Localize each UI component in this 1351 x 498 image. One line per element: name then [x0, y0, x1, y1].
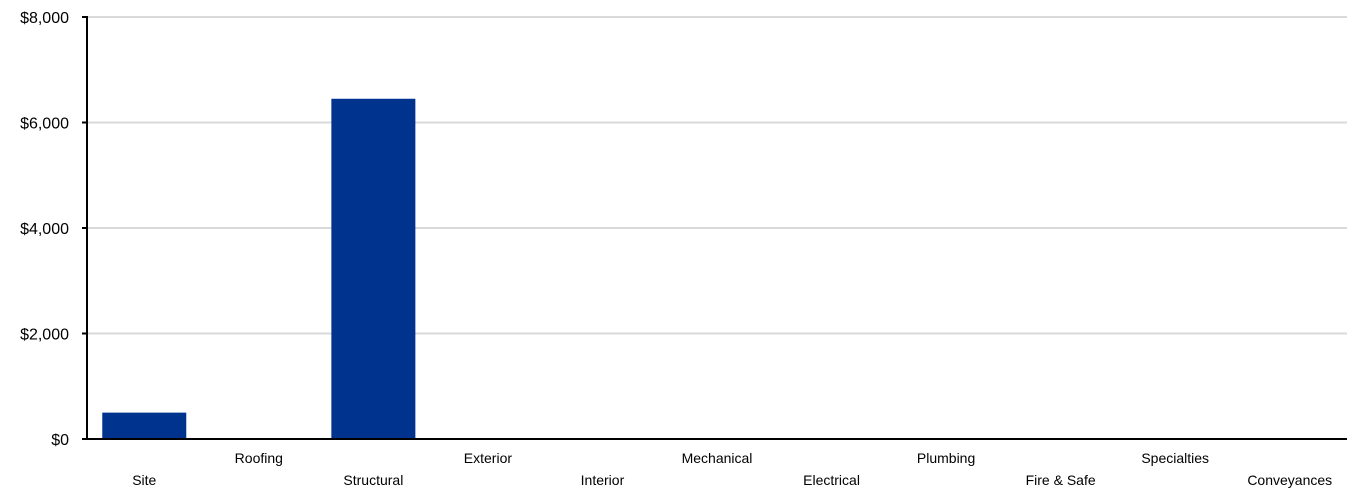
- x-tick-labels: Site Roofing Structural Exterior Interior Mec…: [132, 450, 1332, 488]
- bars: [102, 98, 416, 439]
- gridlines: [87, 16, 1347, 335]
- x-tick-label: Specialties: [1141, 450, 1209, 466]
- x-tick-label: Roofing: [235, 450, 283, 466]
- y-tick-label: $4,000: [20, 221, 69, 238]
- x-tick-label: Interior: [581, 472, 625, 488]
- y-tick-label: $8,000: [20, 10, 69, 27]
- x-tick-label: Exterior: [464, 450, 513, 466]
- bar-structural: [331, 98, 416, 439]
- x-tick-label: Conveyances: [1247, 472, 1332, 488]
- x-tick-label: Electrical: [803, 472, 860, 488]
- axes: [82, 16, 1347, 440]
- bar-site: [102, 412, 187, 439]
- y-tick-label: $2,000: [20, 327, 69, 344]
- y-tick-labels: $0 $2,000 $4,000 $6,000 $8,000: [20, 10, 69, 449]
- x-tick-label: Fire & Safe: [1026, 472, 1096, 488]
- y-tick-label: $0: [51, 432, 69, 449]
- x-tick-label: Site: [132, 472, 156, 488]
- y-tick-label: $6,000: [20, 116, 69, 133]
- x-tick-label: Structural: [343, 472, 403, 488]
- x-tick-label: Mechanical: [682, 450, 753, 466]
- x-tick-label: Plumbing: [917, 450, 975, 466]
